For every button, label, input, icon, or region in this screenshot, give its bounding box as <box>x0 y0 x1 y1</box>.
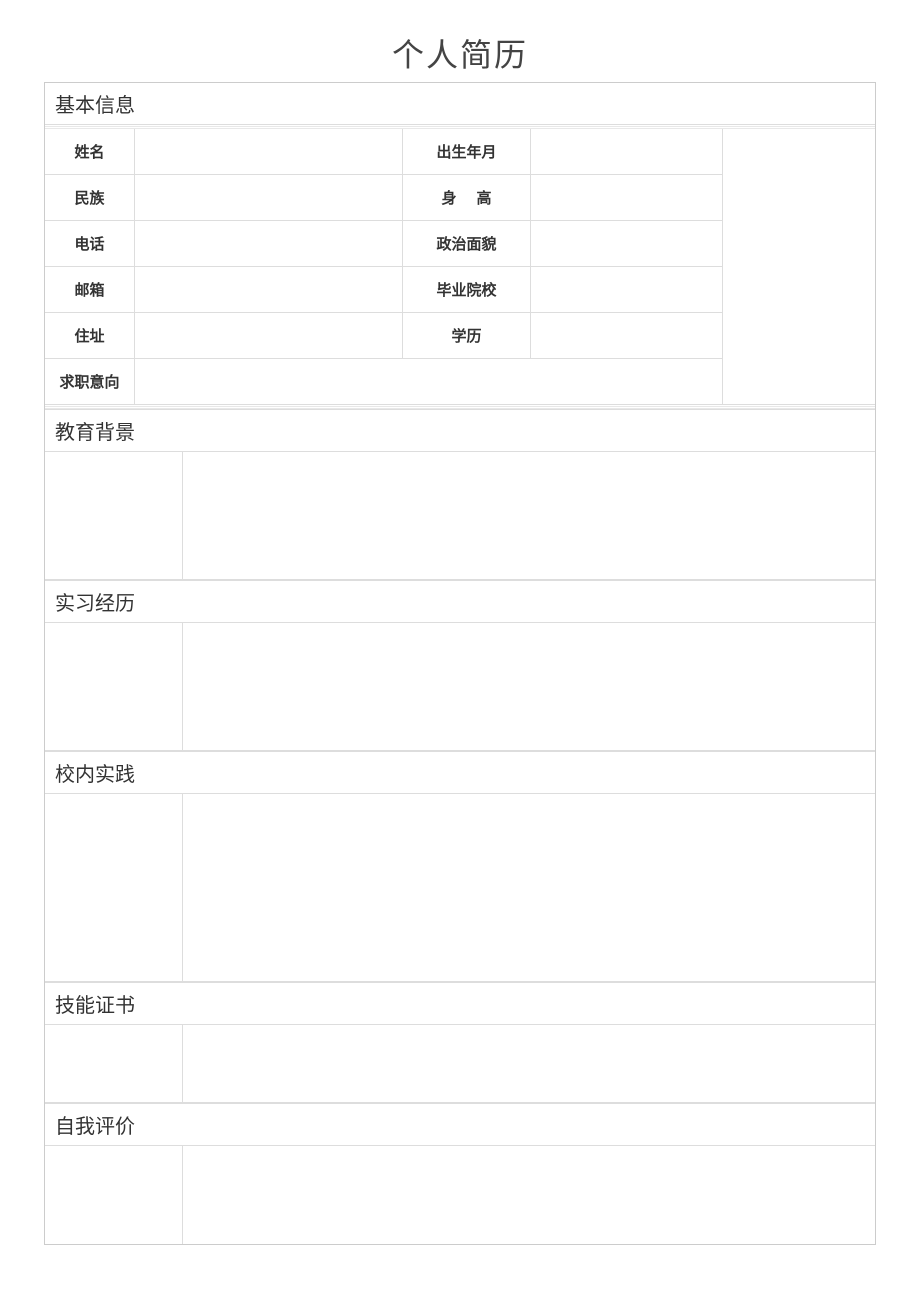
value-address[interactable] <box>135 313 403 359</box>
campus-left[interactable] <box>45 794 183 982</box>
value-degree[interactable] <box>531 313 723 359</box>
selfeval-body <box>45 1146 875 1244</box>
internship-left[interactable] <box>45 623 183 751</box>
label-ethnicity: 民族 <box>45 175 135 221</box>
section-header-campus: 校内实践 <box>45 751 875 794</box>
label-email: 邮箱 <box>45 267 135 313</box>
skills-body <box>45 1025 875 1103</box>
campus-right[interactable] <box>183 794 875 982</box>
value-ethnicity[interactable] <box>135 175 403 221</box>
campus-body <box>45 794 875 982</box>
value-school[interactable] <box>531 267 723 313</box>
label-dob: 出生年月 <box>403 129 531 175</box>
internship-right[interactable] <box>183 623 875 751</box>
section-header-basic: 基本信息 <box>45 83 875 125</box>
label-name: 姓名 <box>45 129 135 175</box>
value-height[interactable] <box>531 175 723 221</box>
label-school: 毕业院校 <box>403 267 531 313</box>
selfeval-left[interactable] <box>45 1146 183 1244</box>
value-phone[interactable] <box>135 221 403 267</box>
section-header-education: 教育背景 <box>45 409 875 452</box>
section-header-skills: 技能证书 <box>45 982 875 1025</box>
selfeval-right[interactable] <box>183 1146 875 1244</box>
label-address: 住址 <box>45 313 135 359</box>
education-left[interactable] <box>45 452 183 580</box>
value-dob[interactable] <box>531 129 723 175</box>
skills-right[interactable] <box>183 1025 875 1103</box>
label-degree: 学历 <box>403 313 531 359</box>
education-body <box>45 452 875 580</box>
internship-body <box>45 623 875 751</box>
page-title: 个人简历 <box>44 30 876 76</box>
value-email[interactable] <box>135 267 403 313</box>
basic-info-grid: 姓名 出生年月 民族 身高 电话 政治面貌 邮箱 毕业院校 住址 学历 求职意向 <box>45 129 875 405</box>
label-political: 政治面貌 <box>403 221 531 267</box>
label-phone: 电话 <box>45 221 135 267</box>
value-intention[interactable] <box>135 359 723 405</box>
education-right[interactable] <box>183 452 875 580</box>
skills-left[interactable] <box>45 1025 183 1103</box>
section-header-internship: 实习经历 <box>45 580 875 623</box>
resume-form: 基本信息 姓名 出生年月 民族 身高 电话 政治面貌 邮箱 毕业院校 住址 学历… <box>44 82 876 1245</box>
section-header-selfeval: 自我评价 <box>45 1103 875 1146</box>
label-height: 身高 <box>403 175 531 221</box>
value-name[interactable] <box>135 129 403 175</box>
value-political[interactable] <box>531 221 723 267</box>
photo-placeholder[interactable] <box>723 129 875 405</box>
label-intention: 求职意向 <box>45 359 135 405</box>
